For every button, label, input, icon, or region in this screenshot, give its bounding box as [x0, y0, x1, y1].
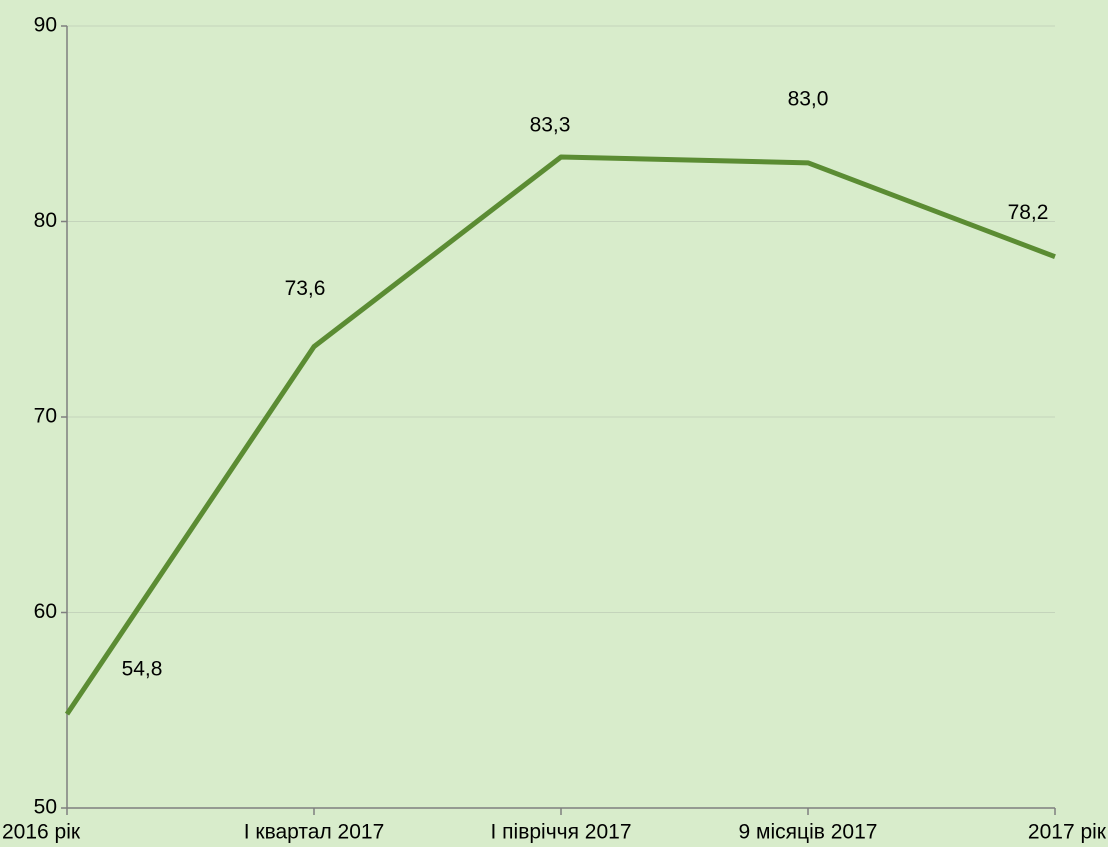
y-tick-label: 60 [34, 600, 57, 623]
data-line [64, 154, 1056, 716]
y-tick-label: 90 [34, 14, 57, 37]
data-label: 54,8 [122, 658, 163, 681]
x-tick-label: 9 місяців 2017 [739, 821, 878, 844]
x-tick-label: 2017 рік [1028, 821, 1107, 844]
data-label: 83,3 [530, 114, 571, 137]
y-tick-label: 80 [34, 209, 57, 232]
data-label: 78,2 [1008, 201, 1049, 224]
x-tick-label: I півріччя 2017 [490, 821, 631, 844]
y-tick-label: 70 [34, 405, 57, 428]
x-tick-label: 2016 рік [2, 821, 81, 844]
data-label: 73,6 [285, 277, 326, 300]
y-tick-label: 50 [34, 796, 57, 819]
data-label: 83,0 [788, 87, 829, 110]
x-tick-label: I квартал 2017 [244, 821, 385, 844]
